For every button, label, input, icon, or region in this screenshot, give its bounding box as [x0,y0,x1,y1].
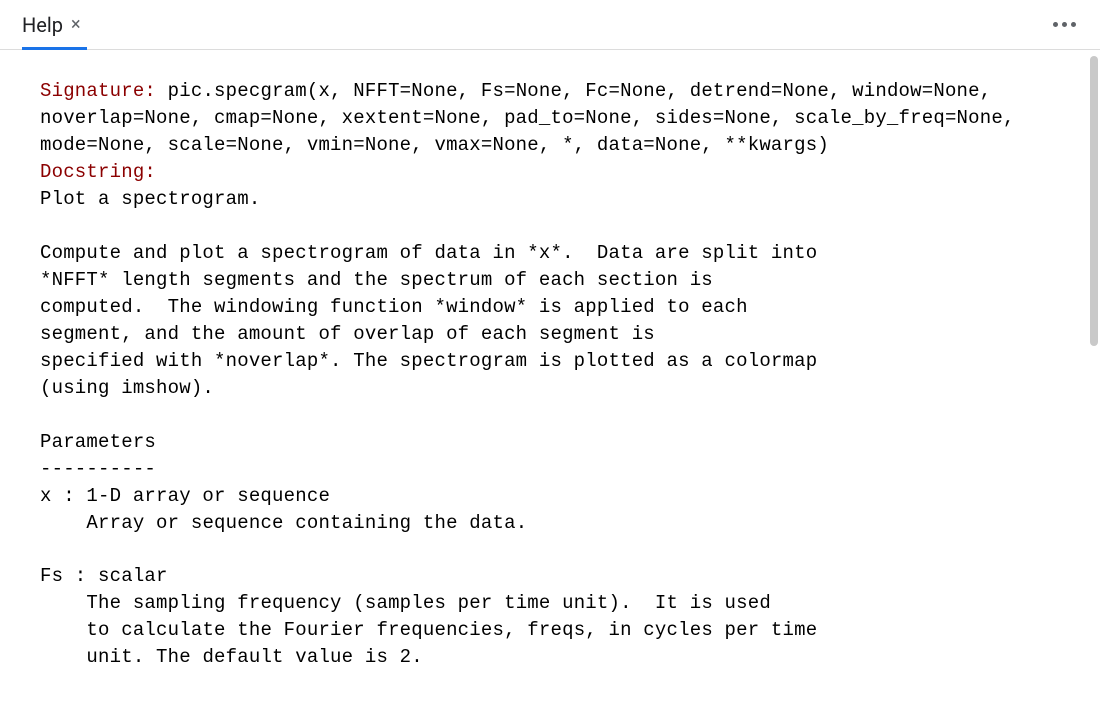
dot-icon [1053,22,1058,27]
close-icon[interactable]: × [69,14,83,36]
more-options-icon[interactable] [1047,16,1082,33]
signature-label: Signature: [40,80,156,102]
dot-icon [1071,22,1076,27]
help-docstring-content: Signature: pic.specgram(x, NFFT=None, Fs… [0,50,1100,671]
help-content-wrapper: Signature: pic.specgram(x, NFFT=None, Fs… [0,50,1100,728]
scrollbar-thumb[interactable] [1090,56,1098,346]
tab-bar: Help × [0,0,1100,50]
dot-icon [1062,22,1067,27]
tab-label: Help [22,13,63,37]
signature-body: pic.specgram(x, NFFT=None, Fs=None, Fc=N… [40,80,1026,156]
scrollbar-track[interactable] [1086,50,1100,728]
tab-group: Help × [22,0,87,49]
docstring-body: Plot a spectrogram. Compute and plot a s… [40,188,817,668]
docstring-label: Docstring: [40,161,156,183]
tab-help[interactable]: Help × [22,0,87,49]
